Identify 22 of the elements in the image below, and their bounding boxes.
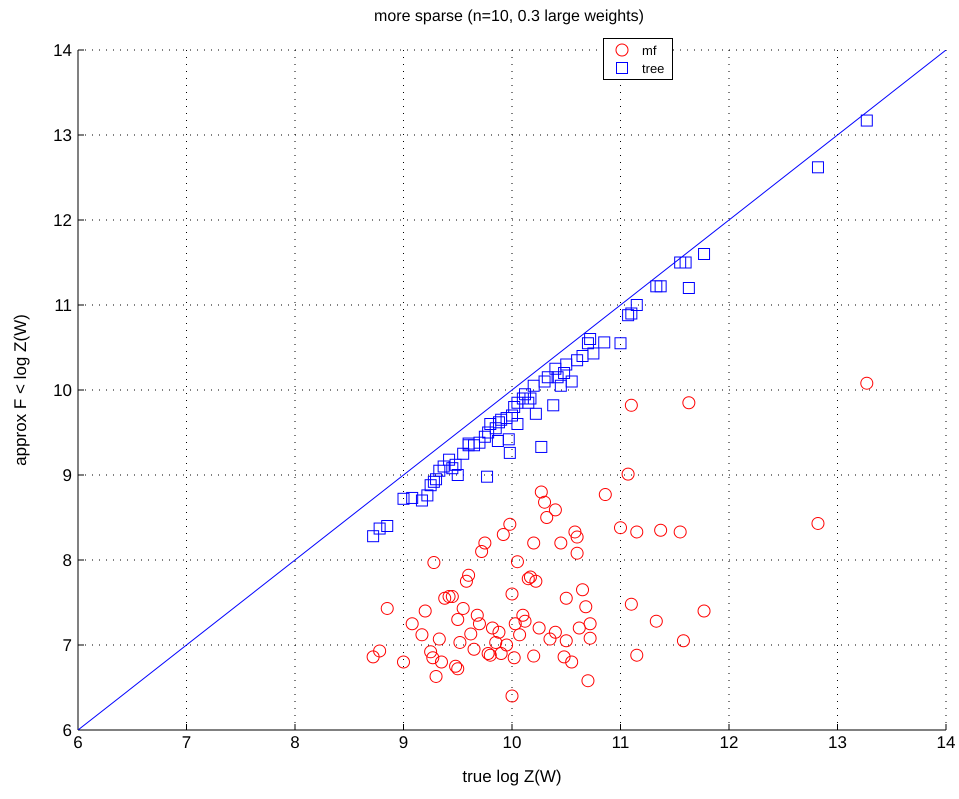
y-tick-label: 9 bbox=[62, 466, 72, 486]
y-tick-label: 10 bbox=[53, 381, 72, 400]
y-tick-label: 6 bbox=[62, 721, 72, 740]
x-tick-label: 10 bbox=[502, 733, 522, 752]
x-tick-label: 9 bbox=[398, 733, 408, 752]
x-tick-label: 7 bbox=[182, 733, 192, 752]
chart-title: more sparse (n=10, 0.3 large weights) bbox=[373, 8, 645, 26]
x-tick-label: 14 bbox=[936, 733, 956, 752]
x-axis-title: true log Z(W) bbox=[462, 767, 562, 786]
y-tick-label: 13 bbox=[53, 126, 72, 146]
legend-label: mf bbox=[642, 42, 656, 58]
y-tick-label: 8 bbox=[62, 551, 72, 570]
y-axis-title: approx F < log Z(W) bbox=[11, 314, 30, 466]
y-tick-label: 11 bbox=[54, 296, 72, 316]
x-tick-label: 13 bbox=[828, 733, 847, 752]
x-tick-label: 12 bbox=[720, 733, 738, 752]
y-tick-label: 14 bbox=[53, 41, 72, 60]
y-tick-label: 12 bbox=[53, 211, 72, 230]
legend-label: tree bbox=[642, 60, 664, 76]
x-tick-label: 8 bbox=[290, 733, 300, 752]
y-tick-label: 7 bbox=[62, 636, 72, 656]
x-tick-label: 11 bbox=[612, 733, 630, 752]
